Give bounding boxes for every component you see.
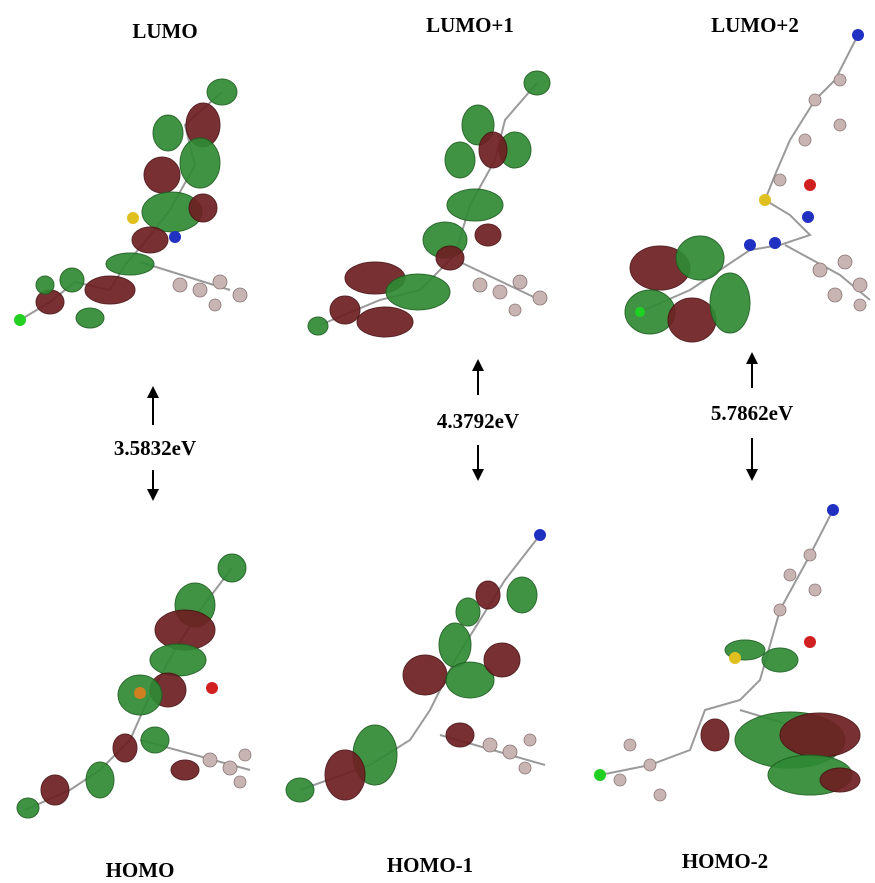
orbital-label: HOMO-2 <box>682 849 768 873</box>
orbital-label: HOMO-1 <box>387 853 473 877</box>
energy-gap: 3.5832eV <box>114 436 196 460</box>
energy-gap: 4.3792eV <box>437 409 519 433</box>
homo-2-orbital <box>594 504 860 801</box>
homo-1-orbital <box>286 529 546 802</box>
orbital-label: LUMO+1 <box>426 13 514 37</box>
lumo-orbital <box>14 79 247 328</box>
lumo-plus-1-orbital <box>308 71 550 337</box>
lumo-plus-2-orbital <box>625 29 870 342</box>
orbital-label: LUMO <box>132 19 197 43</box>
orbital-figure: LUMO LUMO+1 LUMO+2 3.5832eV 4.3792eV 5.7… <box>0 0 875 883</box>
orbital-label: HOMO <box>106 858 175 882</box>
energy-gap: 5.7862eV <box>711 401 793 425</box>
homo-orbital <box>17 554 251 818</box>
orbital-label: LUMO+2 <box>711 13 799 37</box>
